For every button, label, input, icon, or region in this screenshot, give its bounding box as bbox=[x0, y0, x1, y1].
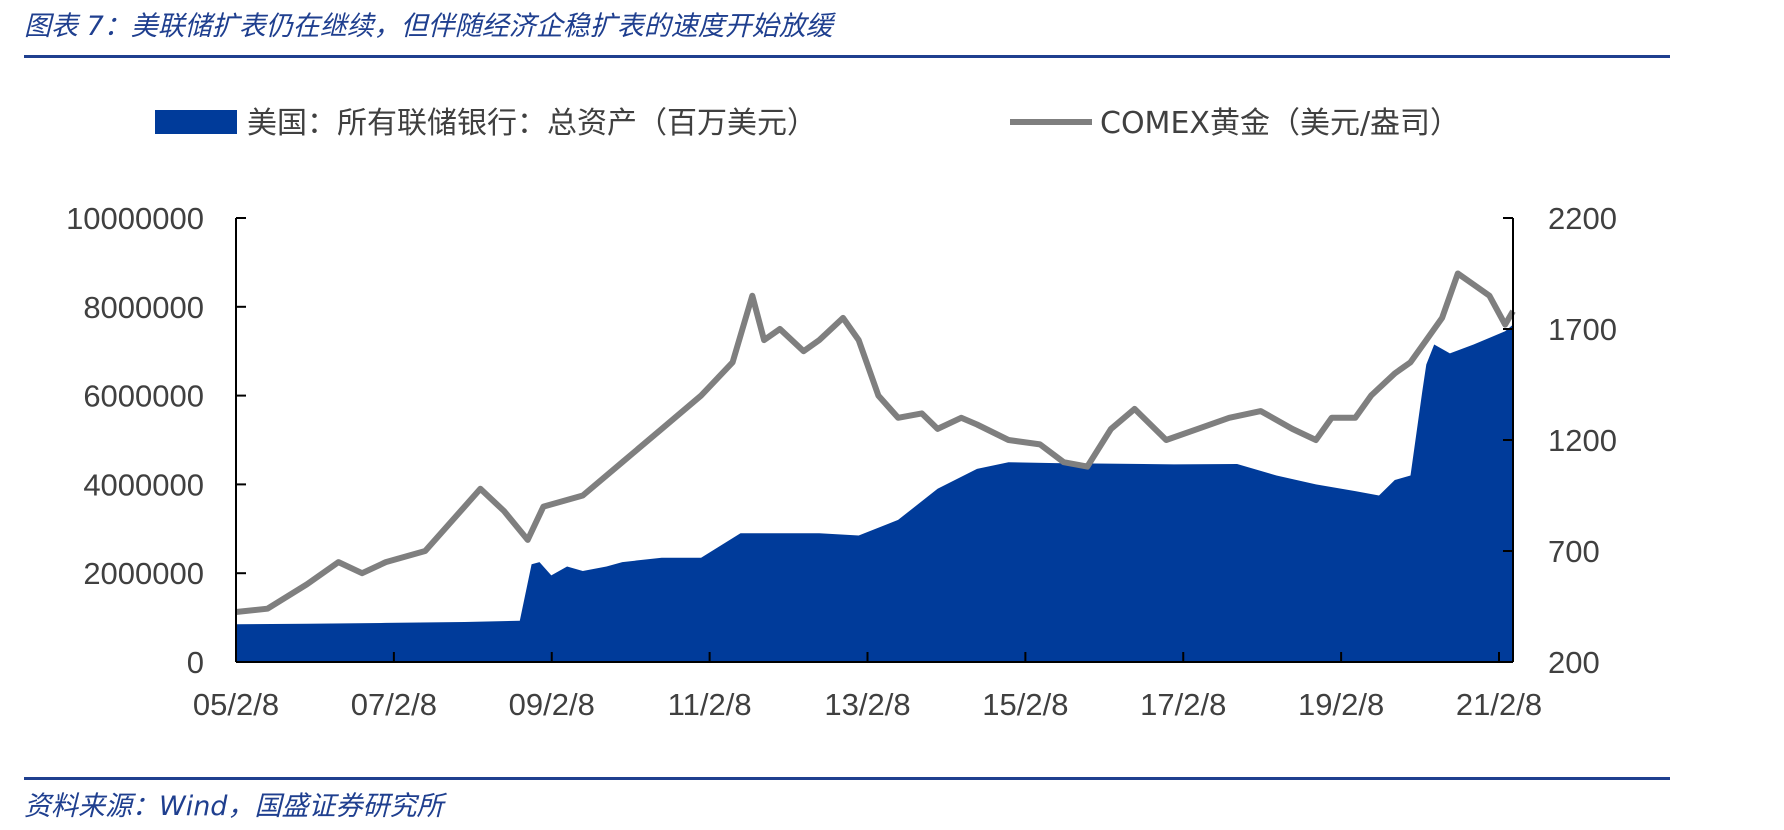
x-tick-label: 13/2/8 bbox=[824, 687, 910, 722]
y-right-tick-label: 200 bbox=[1548, 645, 1600, 680]
legend-swatch-area bbox=[155, 110, 237, 134]
y-left-tick-label: 10000000 bbox=[66, 201, 204, 236]
x-tick-label: 05/2/8 bbox=[193, 687, 279, 722]
top-rule bbox=[24, 55, 1670, 58]
legend-label-line: COMEX黄金（美元/盎司） bbox=[1100, 106, 1460, 141]
y-right-tick-label: 1200 bbox=[1548, 423, 1617, 458]
plot-area bbox=[235, 270, 1516, 662]
chart: 美国：所有联储银行：总资产（百万美元） COMEX黄金（美元/盎司） 02000… bbox=[66, 106, 1617, 722]
x-tick-label: 17/2/8 bbox=[1140, 687, 1226, 722]
series-area-fed-assets bbox=[236, 324, 1513, 662]
bottom-rule bbox=[24, 777, 1670, 780]
y-right-tick-label: 1700 bbox=[1548, 312, 1617, 347]
y-left-tick-label: 0 bbox=[187, 645, 204, 680]
y-left-tick-label: 8000000 bbox=[83, 290, 204, 325]
source-note: 资料来源：Wind，国盛证券研究所 bbox=[24, 791, 444, 822]
legend-label-area: 美国：所有联储银行：总资产（百万美元） bbox=[247, 106, 817, 141]
y-left-tick-label: 4000000 bbox=[83, 467, 204, 502]
y-left-tick-label: 6000000 bbox=[83, 379, 204, 414]
y-right-tick-label: 2200 bbox=[1548, 201, 1617, 236]
series-line-comex-gold bbox=[235, 270, 1516, 615]
y-left-tick-label: 2000000 bbox=[83, 556, 204, 591]
legend: 美国：所有联储银行：总资产（百万美元） COMEX黄金（美元/盎司） bbox=[155, 106, 1460, 141]
x-tick-label: 21/2/8 bbox=[1456, 687, 1542, 722]
y-right-tick-label: 700 bbox=[1548, 534, 1600, 569]
x-tick-label: 15/2/8 bbox=[982, 687, 1068, 722]
chart-title: 图表 7：美联储扩表仍在继续，但伴随经济企稳扩表的速度开始放缓 bbox=[24, 11, 833, 42]
x-tick-label: 09/2/8 bbox=[509, 687, 595, 722]
x-tick-label: 07/2/8 bbox=[351, 687, 437, 722]
x-tick-label: 19/2/8 bbox=[1298, 687, 1384, 722]
x-tick-label: 11/2/8 bbox=[668, 687, 752, 722]
axes: 0 2000000 4000000 6000000 8000000 10000000 200… bbox=[66, 201, 1617, 722]
